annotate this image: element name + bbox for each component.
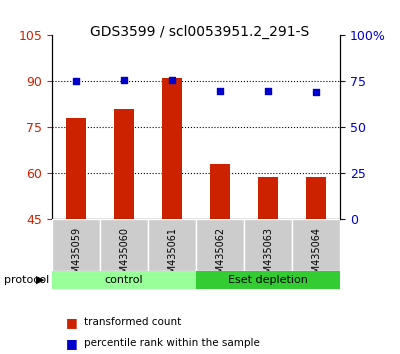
Point [313, 90, 319, 95]
Text: Eset depletion: Eset depletion [228, 275, 308, 285]
Text: ▶: ▶ [36, 275, 44, 285]
FancyBboxPatch shape [292, 219, 340, 271]
Text: ■: ■ [66, 316, 78, 329]
Text: GSM435063: GSM435063 [263, 227, 273, 286]
FancyBboxPatch shape [196, 271, 340, 289]
FancyBboxPatch shape [52, 219, 100, 271]
FancyBboxPatch shape [148, 219, 196, 271]
Point [265, 88, 271, 93]
Text: GSM435061: GSM435061 [167, 227, 177, 286]
Text: GDS3599 / scl0053951.2_291-S: GDS3599 / scl0053951.2_291-S [90, 25, 310, 39]
Point [217, 88, 223, 93]
Text: protocol: protocol [4, 275, 49, 285]
Bar [306, 177, 326, 219]
Text: GSM435059: GSM435059 [71, 227, 81, 286]
Text: GSM435064: GSM435064 [311, 227, 321, 286]
Bar [258, 177, 278, 219]
Text: percentile rank within the sample: percentile rank within the sample [84, 338, 260, 348]
FancyBboxPatch shape [100, 219, 148, 271]
Text: GSM435060: GSM435060 [119, 227, 129, 286]
Point [169, 77, 175, 82]
FancyBboxPatch shape [196, 219, 244, 271]
Text: control: control [105, 275, 143, 285]
Text: transformed count: transformed count [84, 317, 181, 327]
Text: GSM435062: GSM435062 [215, 227, 225, 286]
Bar [162, 78, 182, 219]
Bar [66, 118, 86, 219]
FancyBboxPatch shape [52, 271, 196, 289]
Text: ■: ■ [66, 337, 78, 350]
Bar [114, 109, 134, 219]
FancyBboxPatch shape [244, 219, 292, 271]
Point [121, 77, 127, 82]
Point [73, 79, 79, 84]
Bar [210, 164, 230, 219]
